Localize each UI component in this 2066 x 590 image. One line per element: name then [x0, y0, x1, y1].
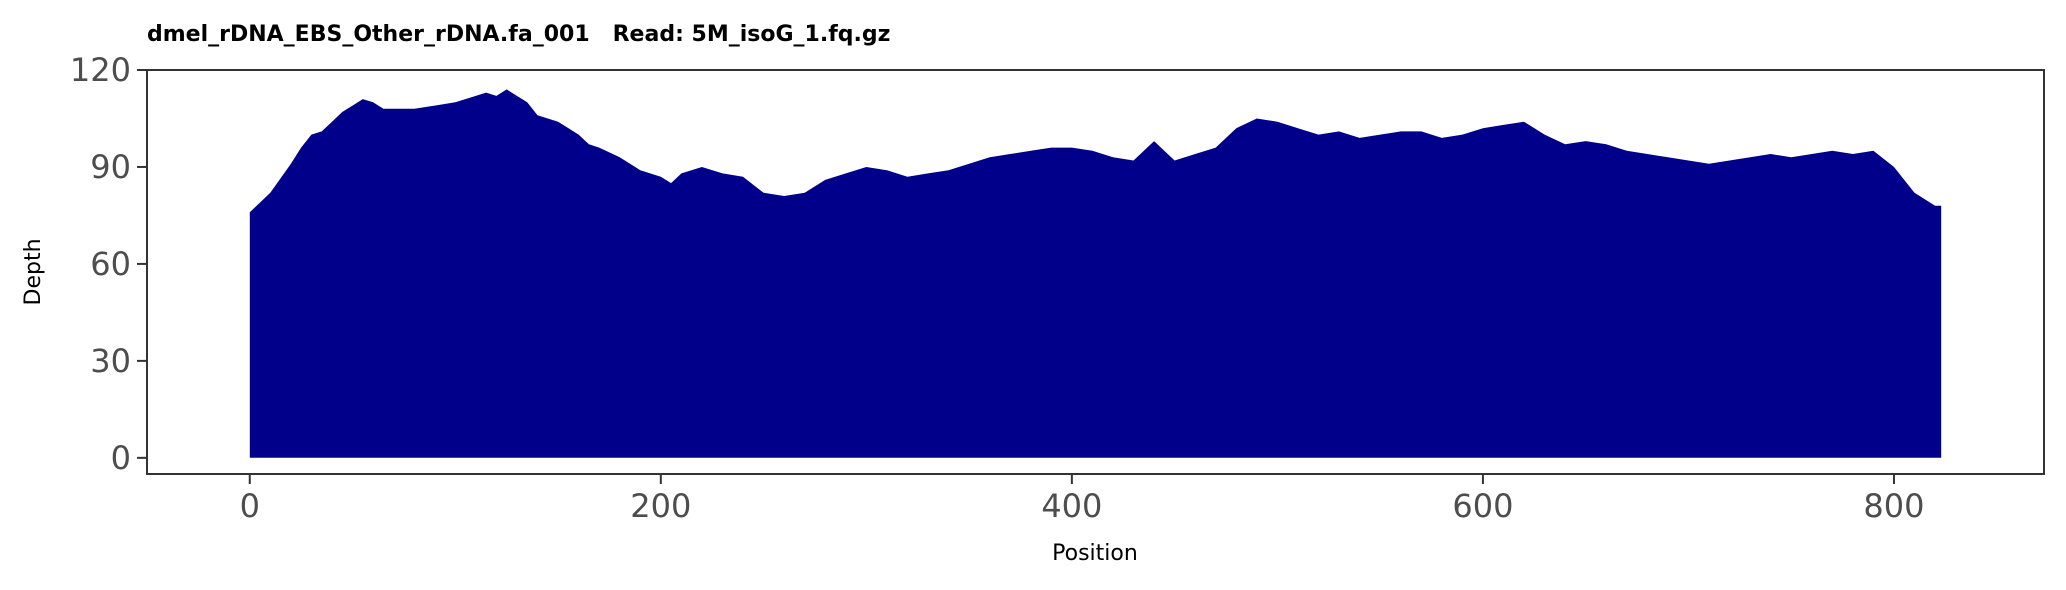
data-layer: [249, 89, 1942, 458]
y-tick-label: 60: [90, 245, 131, 283]
chart-title: dmel_rDNA_EBS_Other_rDNA.fa_001 Read: 5M…: [147, 22, 890, 47]
x-tick-label: 0: [240, 487, 260, 525]
axis-layer: 0 30 60 90 120 0 200 400 600 800: [70, 51, 1925, 525]
x-tick-label: 400: [1041, 487, 1102, 525]
y-tick-label: 120: [70, 51, 131, 89]
x-axis-label: Position: [1052, 541, 1138, 566]
x-tick-label: 800: [1863, 487, 1924, 525]
plot-panel: [146, 69, 2045, 475]
x-tick-label: 200: [630, 487, 691, 525]
y-axis-label: Depth: [21, 238, 46, 305]
x-tick-label: 600: [1452, 487, 1513, 525]
y-tick-label: 0: [111, 439, 131, 477]
y-tick-label: 30: [90, 342, 131, 380]
y-tick-label: 90: [90, 148, 131, 186]
depth-area: [249, 89, 1942, 458]
